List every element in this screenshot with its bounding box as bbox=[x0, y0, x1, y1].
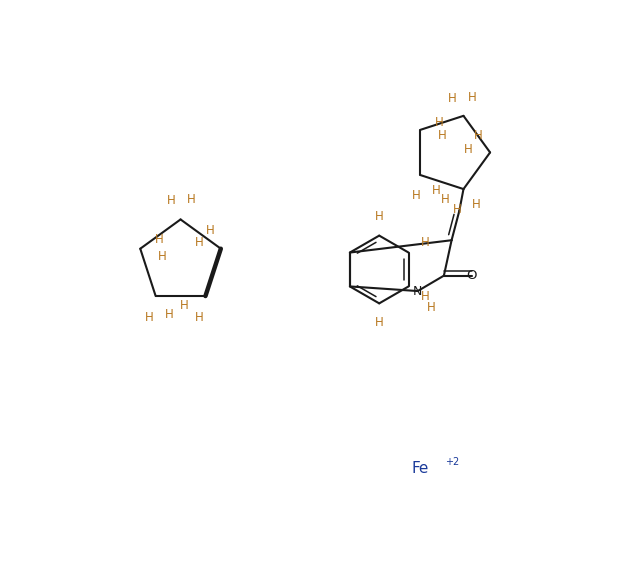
Text: H: H bbox=[179, 299, 188, 312]
Text: H: H bbox=[167, 195, 175, 207]
Text: H: H bbox=[427, 301, 436, 315]
Text: N: N bbox=[413, 284, 422, 297]
Text: H: H bbox=[375, 210, 384, 223]
Text: H: H bbox=[165, 308, 174, 321]
Text: H: H bbox=[421, 236, 430, 250]
Text: H: H bbox=[435, 115, 444, 128]
Text: H: H bbox=[145, 311, 154, 324]
Text: H: H bbox=[158, 250, 166, 263]
Text: H: H bbox=[421, 289, 430, 303]
Text: H: H bbox=[206, 224, 215, 237]
Text: H: H bbox=[432, 184, 440, 197]
Text: H: H bbox=[468, 91, 477, 104]
Text: H: H bbox=[375, 316, 384, 329]
Text: O: O bbox=[466, 269, 477, 282]
Text: H: H bbox=[411, 188, 420, 202]
Text: H: H bbox=[449, 93, 457, 106]
Text: H: H bbox=[440, 194, 449, 206]
Text: H: H bbox=[453, 203, 462, 216]
Text: H: H bbox=[187, 193, 196, 206]
Text: H: H bbox=[473, 129, 482, 142]
Text: H: H bbox=[195, 311, 204, 324]
Text: H: H bbox=[195, 236, 204, 249]
Text: H: H bbox=[464, 143, 473, 156]
Text: H: H bbox=[438, 130, 446, 143]
Text: H: H bbox=[155, 233, 163, 246]
Text: H: H bbox=[472, 198, 481, 211]
Text: +2: +2 bbox=[445, 457, 459, 467]
Text: Fe: Fe bbox=[411, 461, 428, 476]
